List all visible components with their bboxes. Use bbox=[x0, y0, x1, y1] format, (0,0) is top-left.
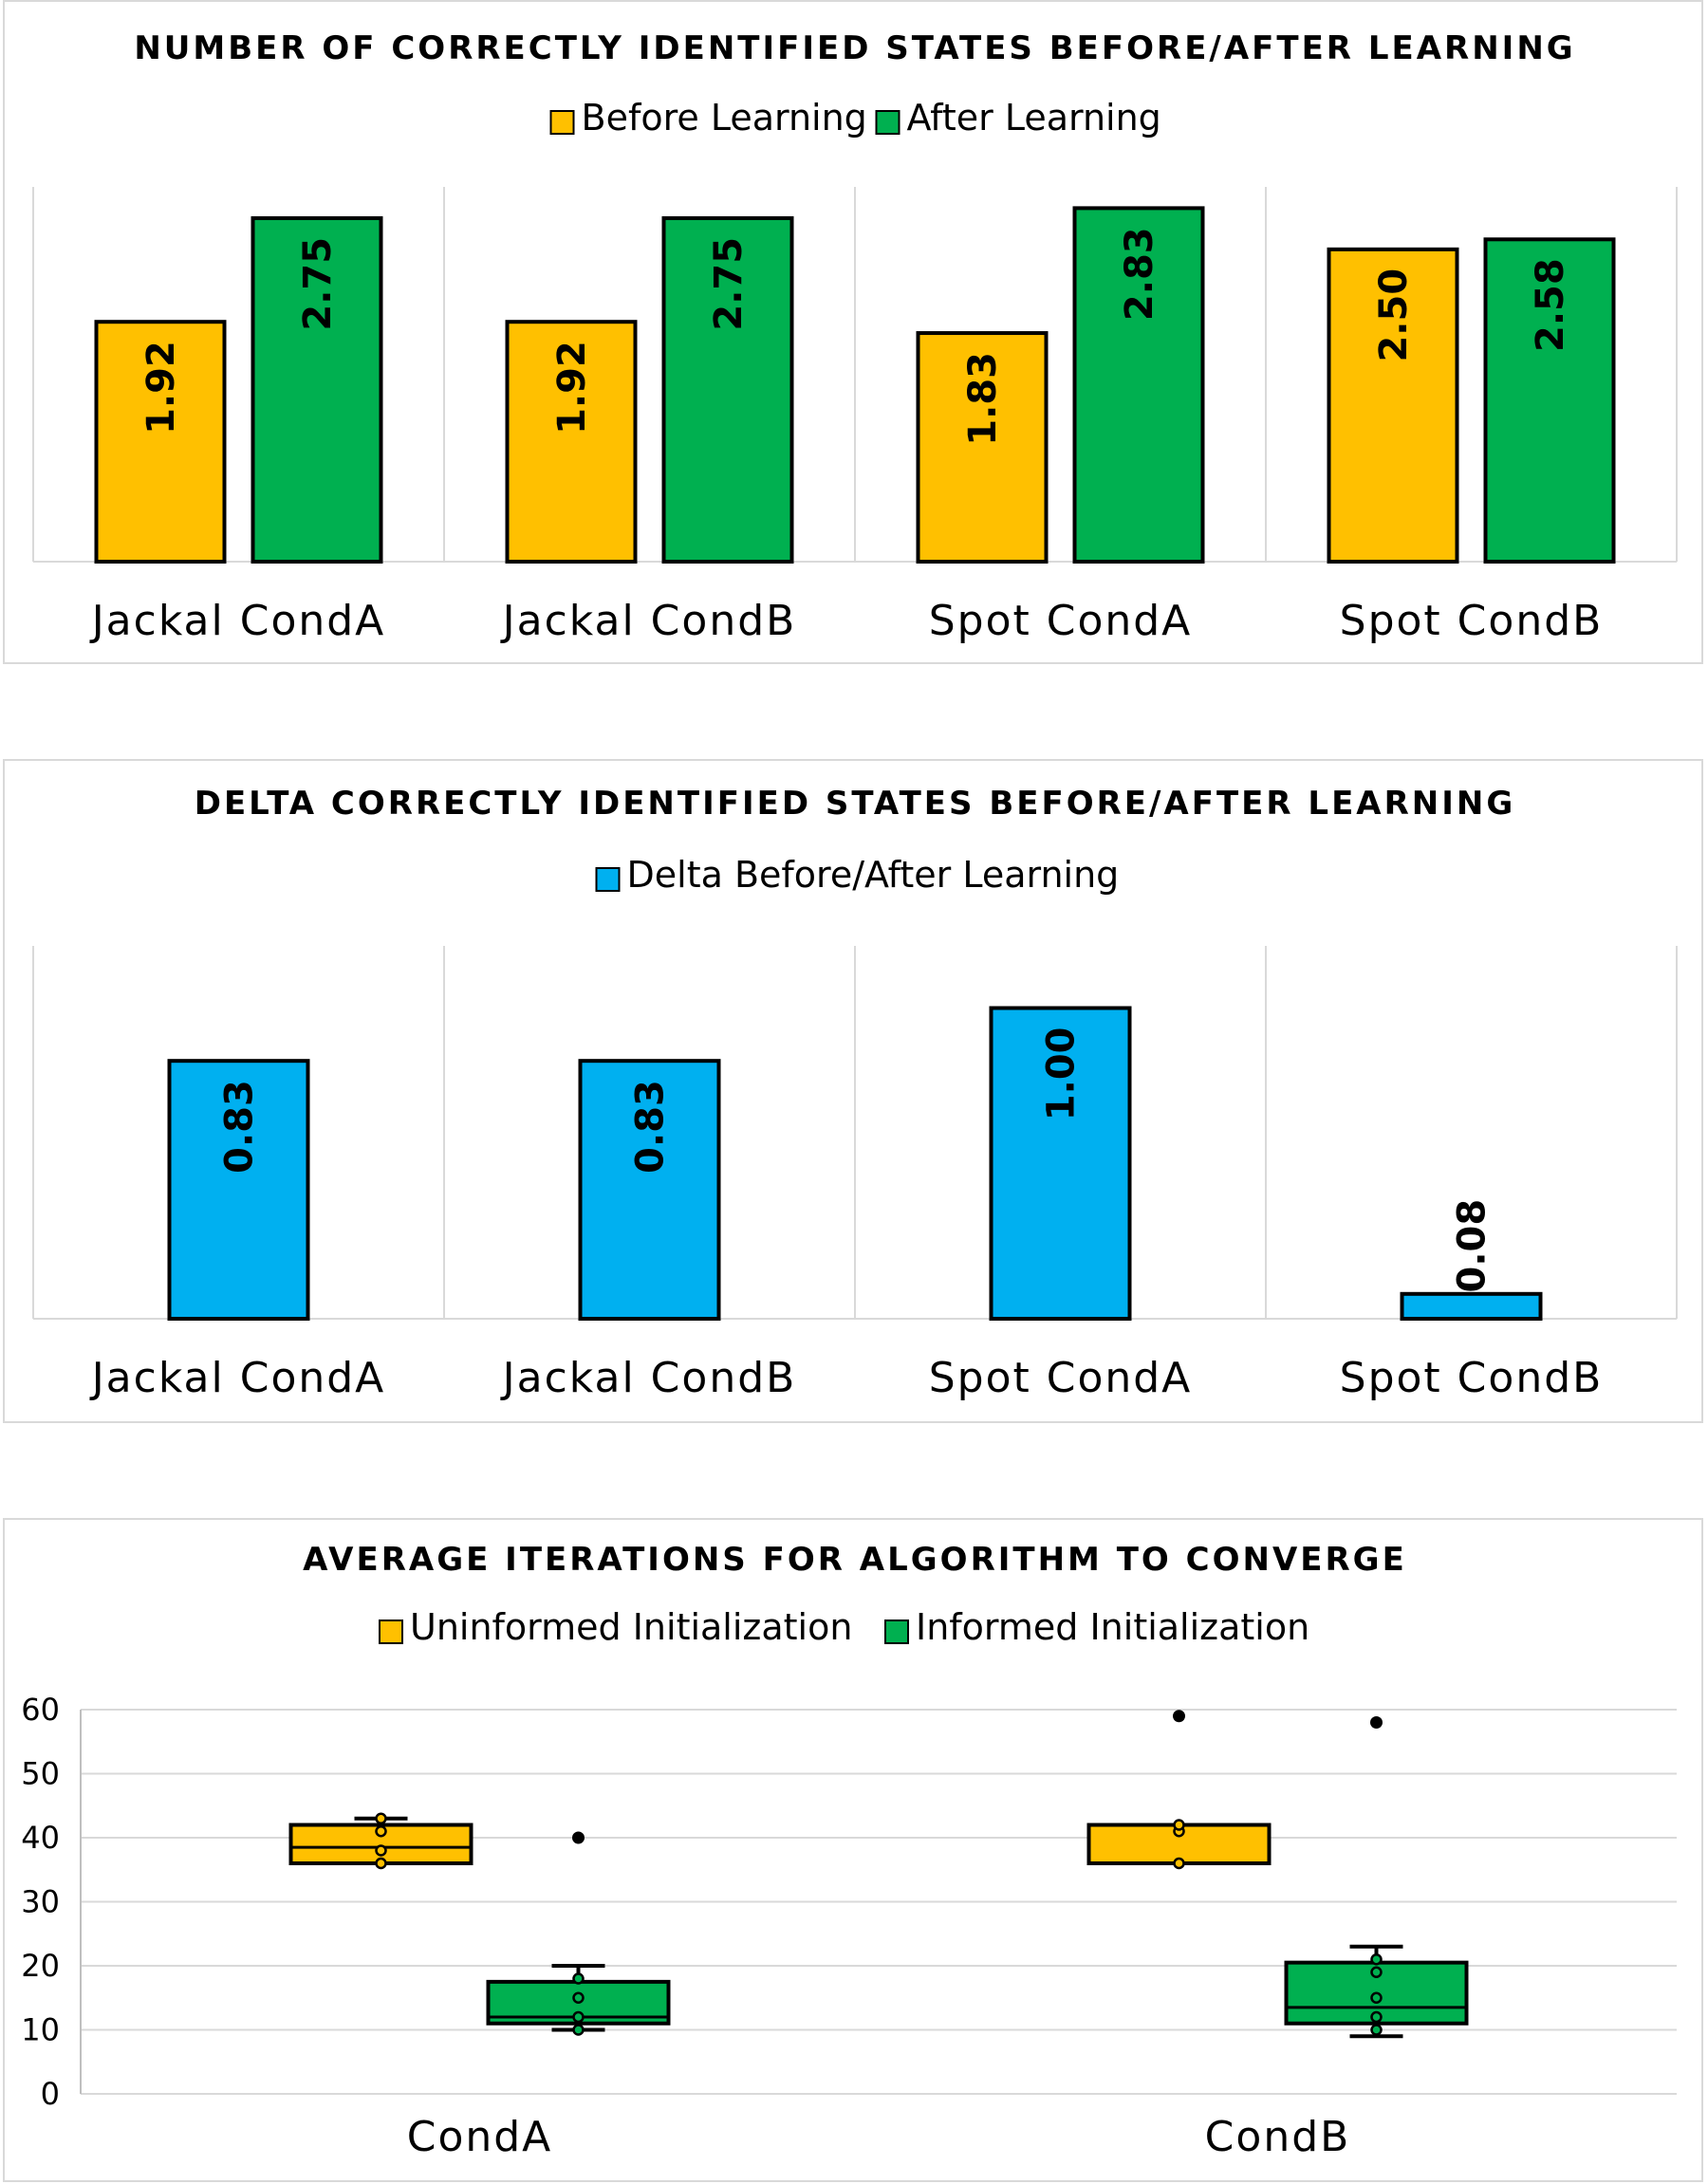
box bbox=[1086, 1823, 1272, 1865]
category-label: Spot CondA bbox=[929, 1354, 1193, 1402]
chart-title: NUMBER OF CORRECTLY IDENTIFIED STATES BE… bbox=[134, 29, 1575, 67]
chart-before-after-learning: NUMBER OF CORRECTLY IDENTIFIED STATES BE… bbox=[3, 0, 1703, 664]
data-point bbox=[572, 1972, 585, 1985]
bar bbox=[1072, 206, 1205, 564]
data-point bbox=[572, 1991, 585, 2004]
y-tick-label: 10 bbox=[21, 2012, 60, 2048]
bar bbox=[505, 320, 638, 565]
bar bbox=[94, 320, 227, 565]
data-label: 2.58 bbox=[1529, 258, 1572, 352]
data-point bbox=[375, 1857, 387, 1870]
bar bbox=[1400, 1291, 1543, 1321]
legend-label: After Learning bbox=[907, 97, 1161, 139]
data-point bbox=[1370, 1966, 1383, 1978]
data-label: 1.83 bbox=[961, 352, 1005, 446]
y-tick-label: 30 bbox=[21, 1884, 60, 1920]
bar bbox=[1327, 247, 1459, 564]
legend-label: Informed Initialization bbox=[916, 1606, 1309, 1648]
legend-label: Delta Before/After Learning bbox=[627, 854, 1120, 896]
category-label: Spot CondB bbox=[1340, 1354, 1604, 1402]
outlier-point bbox=[572, 1831, 585, 1844]
data-label: 2.83 bbox=[1118, 227, 1161, 321]
legend-swatch bbox=[884, 1619, 909, 1644]
data-label: 0.83 bbox=[218, 1080, 262, 1174]
data-label: 1.92 bbox=[139, 341, 183, 435]
y-tick-label: 60 bbox=[21, 1692, 60, 1728]
data-point bbox=[572, 2010, 585, 2024]
data-point bbox=[1370, 1953, 1383, 1966]
bar bbox=[916, 331, 1049, 564]
data-point bbox=[1370, 2024, 1383, 2036]
data-label: 2.50 bbox=[1372, 268, 1416, 362]
bar bbox=[167, 1059, 310, 1321]
chart-title: AVERAGE ITERATIONS FOR ALGORITHM TO CONV… bbox=[303, 1541, 1407, 1579]
data-label: 1.92 bbox=[550, 341, 594, 435]
bar bbox=[1483, 237, 1616, 565]
legend-swatch bbox=[379, 1619, 403, 1644]
data-point bbox=[572, 2024, 585, 2036]
legend-swatch bbox=[875, 110, 900, 135]
box-plot-svg: AVERAGE ITERATIONS FOR ALGORITHM TO CONV… bbox=[21, 1541, 1677, 2161]
y-tick-label: 40 bbox=[21, 1820, 60, 1856]
data-point bbox=[375, 1812, 387, 1824]
bar bbox=[661, 215, 794, 565]
data-point bbox=[1370, 1991, 1383, 2004]
legend-swatch bbox=[549, 110, 575, 135]
category-label: Jackal CondB bbox=[500, 597, 797, 645]
category-label: Jackal CondB bbox=[500, 1354, 797, 1402]
data-label: 2.75 bbox=[707, 237, 751, 331]
category-label: Spot CondA bbox=[929, 597, 1193, 645]
bar bbox=[989, 1006, 1132, 1321]
y-tick-label: 50 bbox=[21, 1756, 60, 1792]
data-point bbox=[1173, 1857, 1185, 1870]
data-label: 1.00 bbox=[1040, 1027, 1084, 1121]
chart-title: DELTA CORRECTLY IDENTIFIED STATES BEFORE… bbox=[195, 785, 1516, 823]
data-label: 0.08 bbox=[1451, 1199, 1494, 1293]
bar bbox=[578, 1059, 721, 1321]
data-label: 0.83 bbox=[629, 1080, 673, 1174]
bar-chart-svg: DELTA CORRECTLY IDENTIFIED STATES BEFORE… bbox=[32, 785, 1678, 1402]
category-label: CondB bbox=[1205, 2113, 1351, 2161]
chart-average-iterations: AVERAGE ITERATIONS FOR ALGORITHM TO CONV… bbox=[3, 1518, 1703, 2182]
bar-chart-svg: NUMBER OF CORRECTLY IDENTIFIED STATES BE… bbox=[32, 29, 1678, 645]
outlier-point bbox=[1370, 1716, 1383, 1729]
category-label: Spot CondB bbox=[1340, 597, 1604, 645]
data-point bbox=[1370, 2010, 1383, 2024]
data-point bbox=[375, 1825, 387, 1838]
outlier-point bbox=[1173, 1710, 1185, 1723]
y-tick-label: 0 bbox=[41, 2076, 60, 2112]
category-label: CondA bbox=[407, 2113, 553, 2161]
category-label: Jackal CondA bbox=[89, 597, 386, 645]
bar bbox=[251, 215, 383, 565]
legend-label: Uninformed Initialization bbox=[410, 1606, 852, 1648]
category-label: Jackal CondA bbox=[89, 1354, 386, 1402]
legend-swatch bbox=[595, 867, 621, 892]
data-label: 2.75 bbox=[296, 237, 340, 331]
data-point bbox=[1173, 1819, 1185, 1831]
chart-delta-learning: DELTA CORRECTLY IDENTIFIED STATES BEFORE… bbox=[3, 759, 1703, 1423]
data-point bbox=[375, 1844, 387, 1857]
y-tick-label: 20 bbox=[21, 1948, 60, 1984]
legend-label: Before Learning bbox=[582, 97, 867, 139]
